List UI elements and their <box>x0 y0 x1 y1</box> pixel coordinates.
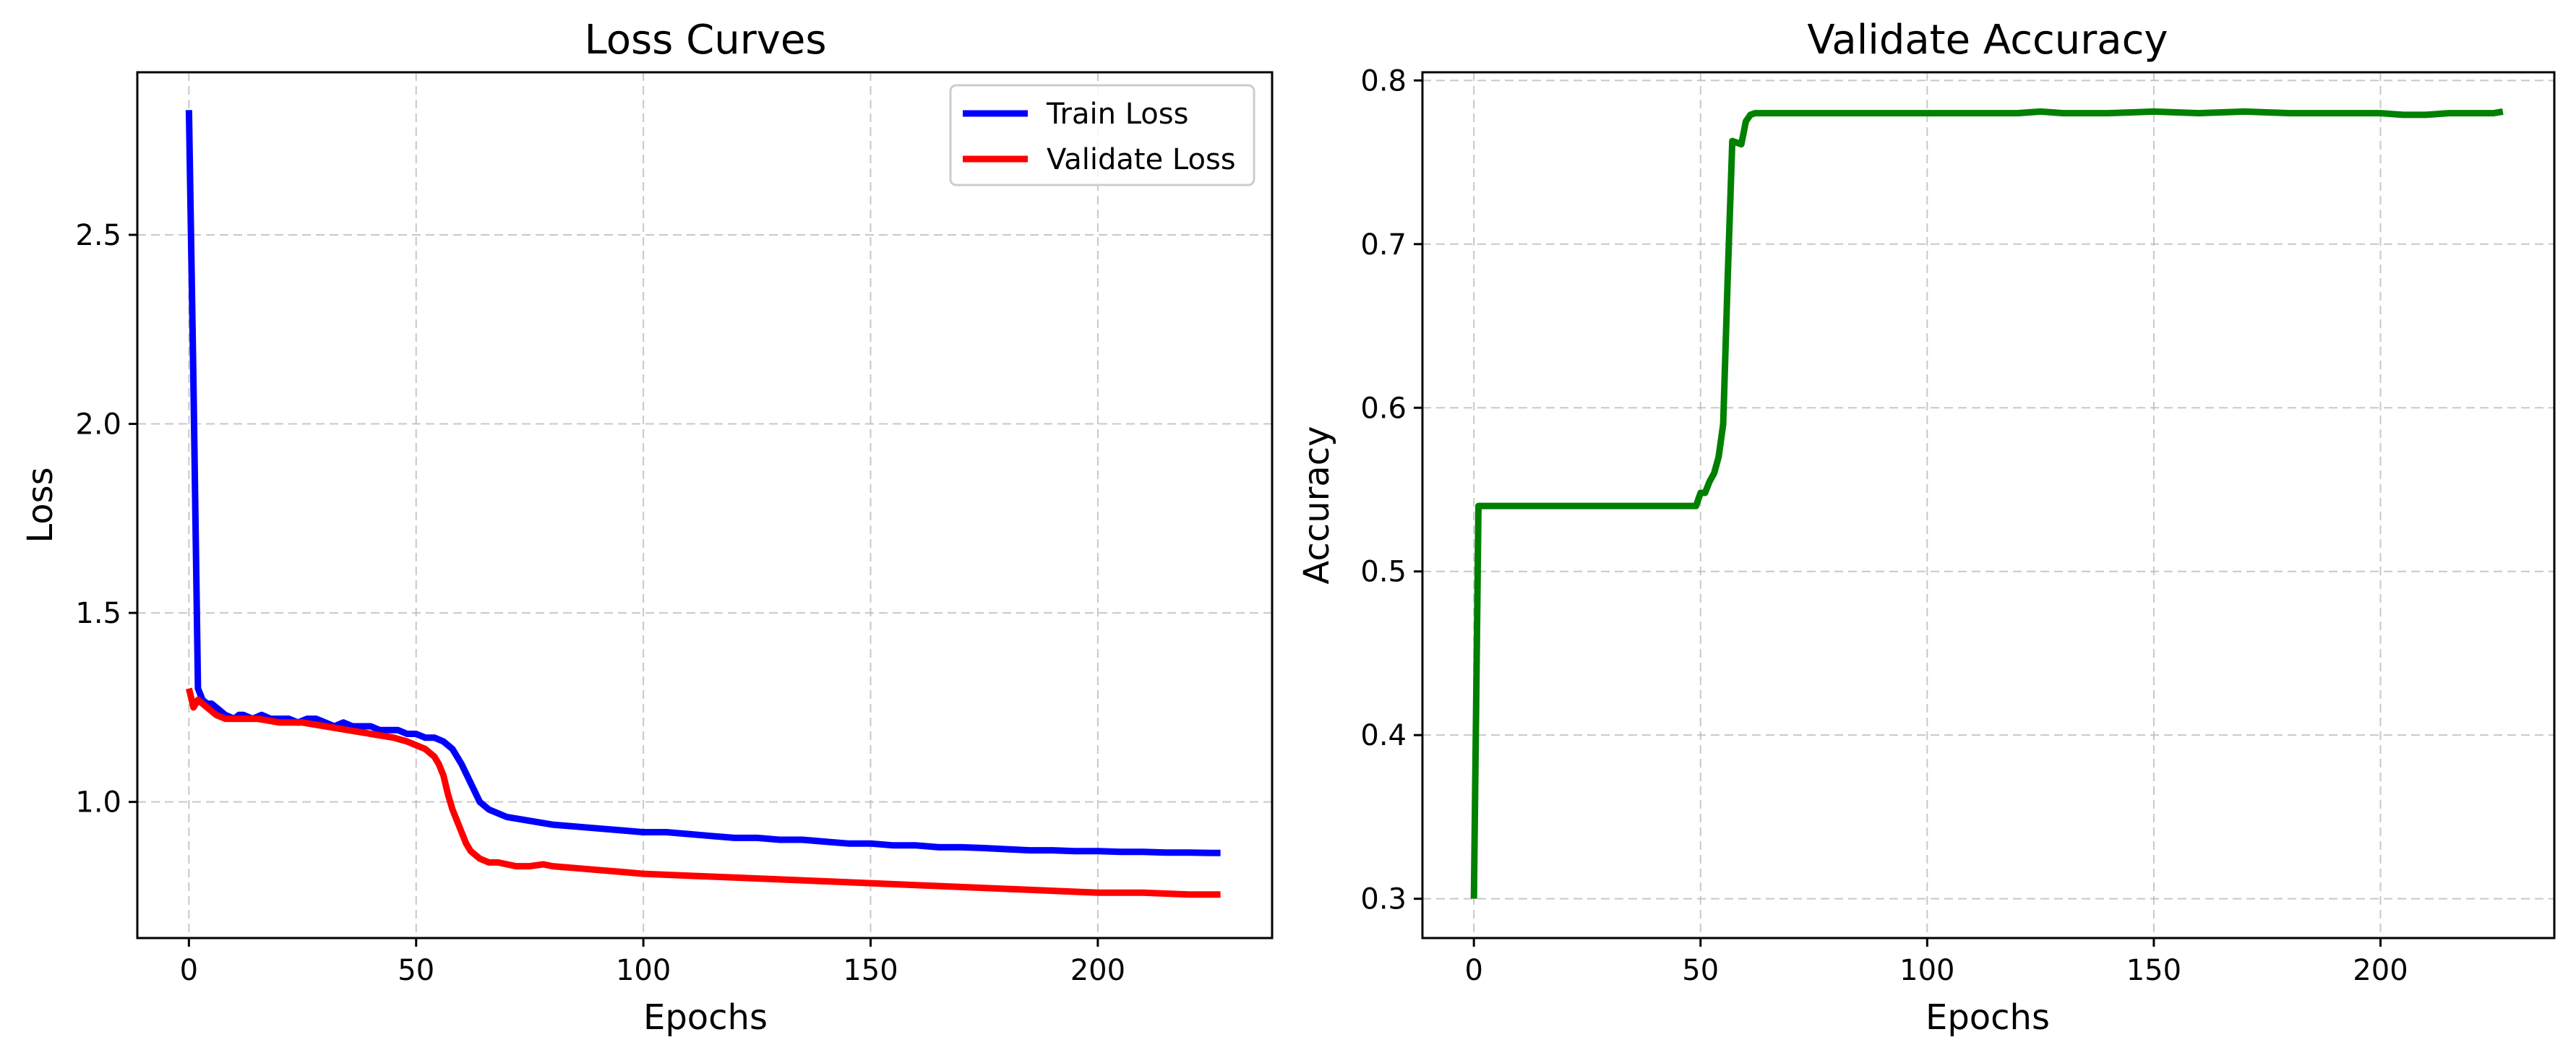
x-tick-label: 50 <box>1682 954 1719 987</box>
loss-curves-chart: Loss Curves 0 50 100 150 200 1.0 1.5 2.0 2.5 Epo… <box>20 17 1274 1038</box>
x-tick-label: 0 <box>180 954 198 987</box>
x-axis-label: Epochs <box>643 997 768 1038</box>
x-tick-label: 0 <box>1464 954 1482 987</box>
legend-label-train-loss: Train Loss <box>1046 98 1188 131</box>
accuracy-line <box>1470 108 2504 899</box>
x-tick-label: 150 <box>2126 954 2181 987</box>
x-tick-label: 100 <box>616 954 671 987</box>
ticks: 0 50 100 150 200 0.3 0.4 0.5 0.6 0.7 0.8 <box>1360 64 2408 987</box>
plot-frame <box>1421 71 2556 939</box>
x-tick-label: 100 <box>1899 954 1954 987</box>
legend: Train Loss Validate Loss <box>949 84 1255 186</box>
y-tick-label: 1.5 <box>75 597 121 630</box>
y-axis-label: Loss <box>20 467 61 543</box>
chart-title: Validate Accuracy <box>1807 17 2168 64</box>
y-tick-label: 0.6 <box>1360 392 1407 425</box>
y-tick-label: 0.4 <box>1360 719 1407 752</box>
y-tick-label: 2.0 <box>75 408 121 442</box>
series-layer <box>1470 108 2504 899</box>
y-tick-label: 0.5 <box>1360 556 1407 589</box>
ticks: 0 50 100 150 200 1.0 1.5 2.0 2.5 <box>75 219 1125 987</box>
series-layer <box>185 110 1221 898</box>
y-tick-label: 1.0 <box>75 786 121 820</box>
y-tick-label: 2.5 <box>75 219 121 252</box>
legend-label-validate-loss: Validate Loss <box>1047 143 1236 176</box>
y-axis-label: Accuracy <box>1297 426 1337 584</box>
validate-accuracy-chart: Validate Accuracy 0 50 100 150 2000.30.40.50… <box>1297 17 2556 1038</box>
x-tick-label: 200 <box>1070 954 1125 987</box>
grid <box>1422 72 2554 938</box>
x-axis-label: Epochs <box>1925 997 2050 1038</box>
x-tick-label: 50 <box>398 954 434 987</box>
y-tick-label: 0.7 <box>1360 228 1407 262</box>
plot-frame <box>136 71 1274 939</box>
x-tick-label: 150 <box>843 954 898 987</box>
y-tick-label: 0.8 <box>1360 64 1407 98</box>
validate-loss-line <box>186 687 1221 898</box>
chart-title: Loss Curves <box>584 17 826 64</box>
y-tick-label: 0.3 <box>1360 883 1407 916</box>
train-loss-line <box>185 110 1221 856</box>
x-tick-label: 200 <box>2353 954 2408 987</box>
